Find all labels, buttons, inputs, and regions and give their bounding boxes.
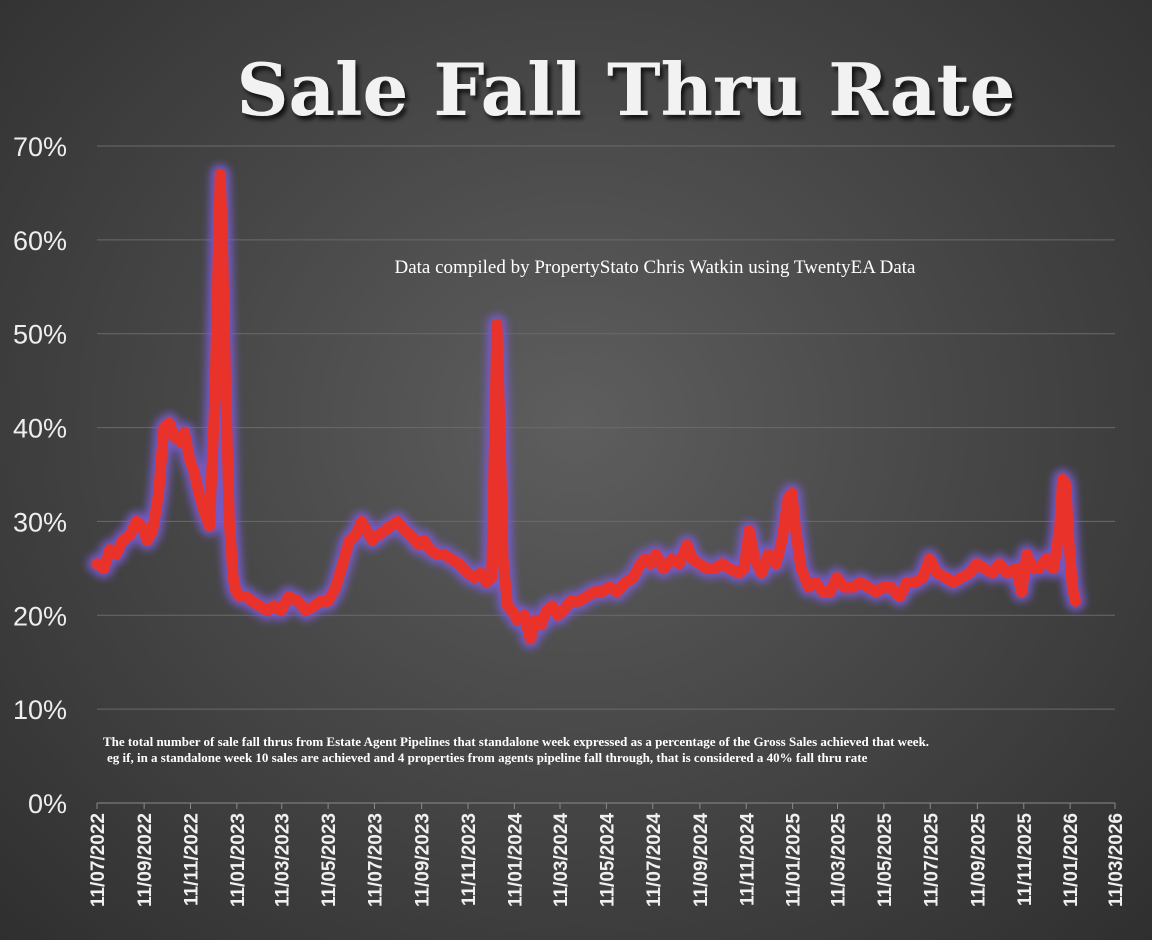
chart-subtitle: Data compiled by PropertyStato Chris Wat…	[395, 257, 917, 278]
x-tick-label: 11/01/2026	[1061, 813, 1082, 907]
x-tick-label: 11/01/2025	[784, 813, 805, 907]
x-tick-label: 11/09/2022	[135, 813, 156, 907]
x-tick-label: 11/09/2024	[691, 813, 712, 907]
x-tick-label: 11/03/2023	[273, 813, 294, 907]
x-tick-label: 11/05/2023	[319, 813, 340, 907]
x-tick-label: 11/07/2024	[644, 813, 665, 907]
x-tick-label: 11/11/2022	[182, 813, 203, 906]
x-tick-label: 11/03/2026	[1106, 813, 1127, 907]
x-tick-label: 11/11/2023	[459, 813, 480, 906]
x-tick-label: 11/07/2022	[88, 813, 109, 907]
y-tick-label: 30%	[13, 507, 67, 537]
x-tick-label: 11/01/2023	[228, 813, 249, 907]
x-tick-label: 11/03/2024	[551, 813, 572, 907]
x-tick-label: 11/03/2025	[829, 813, 850, 907]
chart-title: Sale Fall Thru Rate	[237, 47, 1016, 132]
x-tick-label: 11/05/2025	[875, 813, 896, 907]
y-tick-label: 20%	[13, 601, 67, 631]
x-tick-label: 11/01/2024	[505, 813, 526, 907]
x-tick-label: 11/07/2025	[921, 813, 942, 907]
chart-note-line-2: eg if, in a standalone week 10 sales are…	[107, 750, 868, 765]
gridlines	[97, 145, 1115, 804]
x-tick-label: 11/09/2025	[968, 813, 989, 907]
y-tick-label: 50%	[13, 320, 67, 350]
chart-note-line-1: The total number of sale fall thrus from…	[103, 734, 929, 749]
data-line-group	[87, 164, 1086, 649]
x-tick-label: 11/11/2025	[1015, 813, 1036, 906]
y-tick-label: 70%	[13, 132, 67, 162]
y-tick-label: 40%	[13, 414, 67, 444]
y-tick-label: 10%	[13, 695, 67, 725]
y-tick-label: 0%	[28, 789, 67, 819]
x-axis-ticks: 11/07/2022 11/09/2022 11/11/2022 11/01/2023…	[88, 803, 1127, 907]
x-tick-label: 11/09/2023	[413, 813, 434, 907]
x-tick-label: 11/05/2024	[597, 813, 618, 907]
y-axis-ticks: 0% 10% 20% 30% 40% 50% 60% 70%	[13, 132, 67, 819]
x-tick-label: 11/07/2023	[365, 813, 386, 907]
data-line-series-1	[91, 168, 1081, 645]
x-tick-label: 11/11/2024	[737, 813, 758, 906]
y-tick-label: 60%	[13, 226, 67, 256]
